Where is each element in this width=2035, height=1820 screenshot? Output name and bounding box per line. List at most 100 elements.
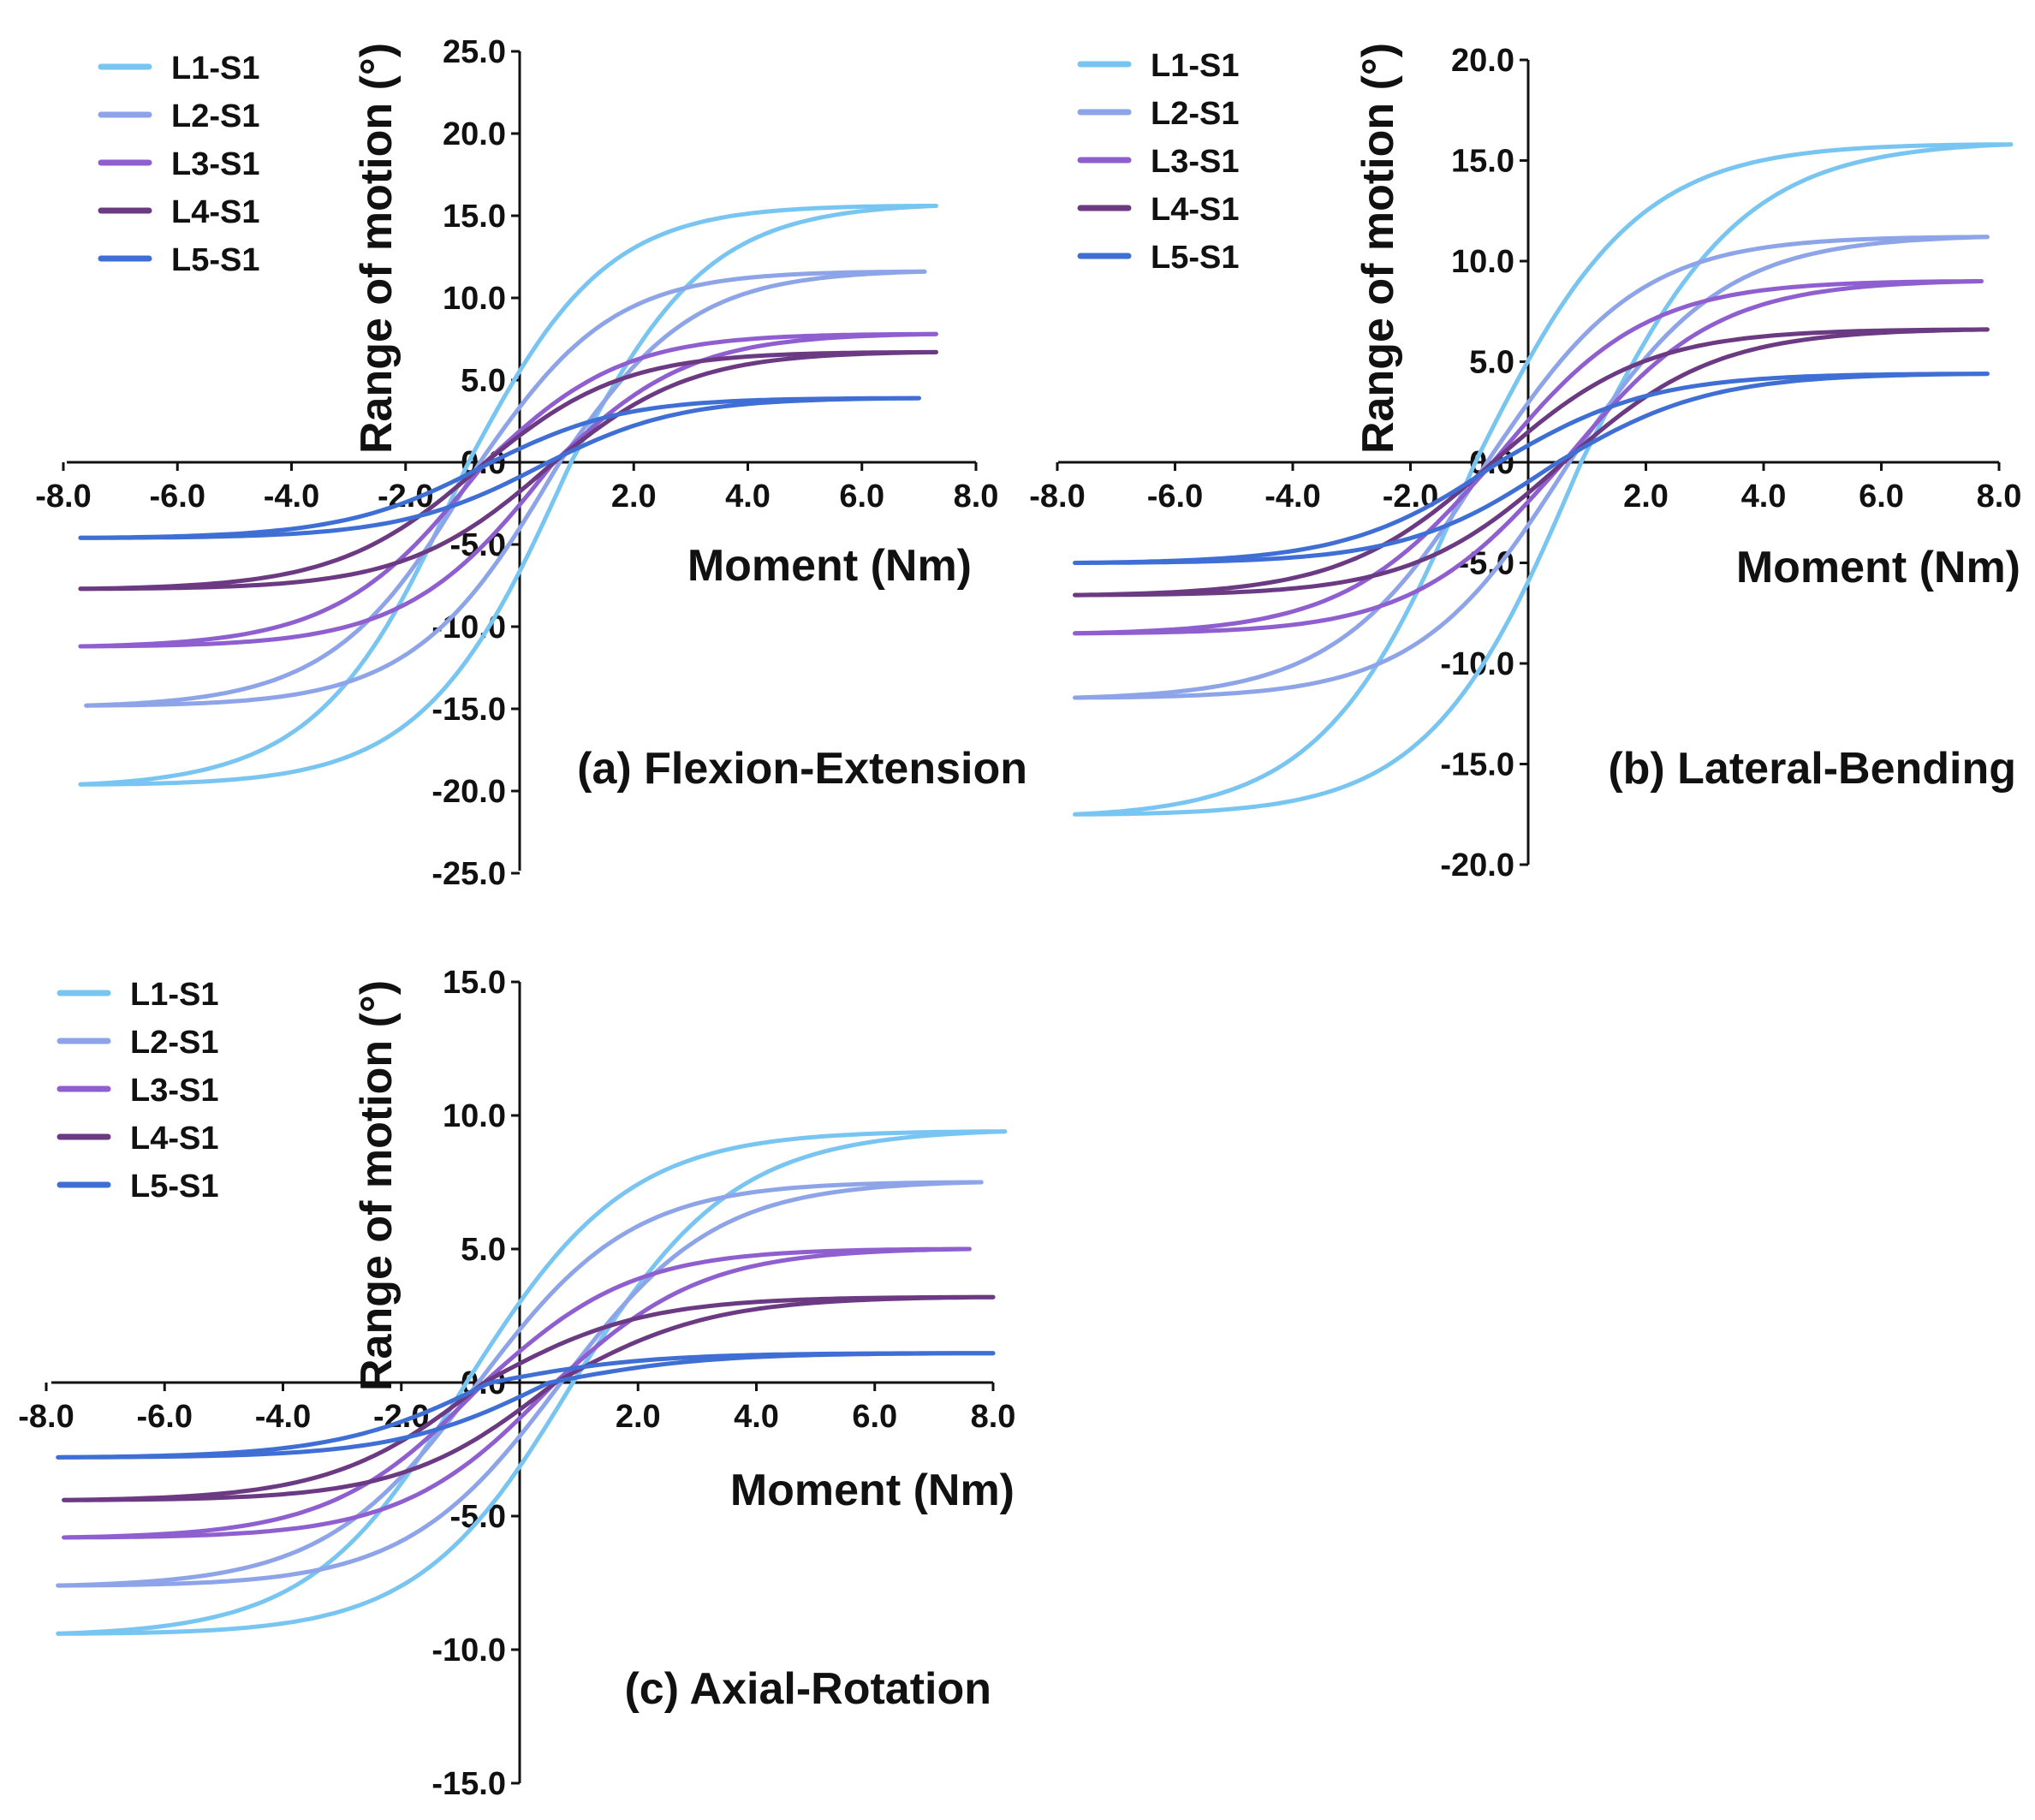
series-l3-s1 [62, 1246, 972, 1540]
x-tick-label: 2.0 [616, 1399, 661, 1435]
chart-title: (b) Lateral-Bending [1608, 744, 2016, 794]
x-tick-label: 2.0 [1623, 479, 1669, 514]
y-tick-label: -5.0 [1459, 546, 1514, 582]
l5-s1-unloading-curve [1073, 372, 1990, 565]
legend: L1-S1 L2-S1 L3-S1 L4-S1 L5-S1 [98, 51, 259, 278]
series-l2-s1 [56, 1180, 984, 1588]
x-tick-label: -8.0 [1029, 479, 1085, 514]
x-tick-label: -8.0 [18, 1399, 74, 1435]
x-tick-label: -6.0 [1147, 479, 1203, 514]
l2-s1-unloading-curve [56, 1180, 984, 1588]
y-tick-label: -10.0 [431, 1633, 506, 1668]
series-l2-s1 [1073, 235, 1990, 700]
x-tick-label: 4.0 [725, 479, 771, 514]
y-tick-label: 5.0 [461, 1232, 506, 1268]
x-tick-label: -4.0 [1264, 479, 1320, 514]
l4-s1-unloading-curve [62, 1294, 996, 1502]
y-tick-label: 15.0 [1451, 144, 1514, 180]
legend-label: L2-S1 [1151, 96, 1239, 132]
l1-s1-loading-curve [1073, 142, 2014, 817]
legend-label: L5-S1 [1151, 240, 1239, 276]
y-tick-label: 20.0 [1451, 43, 1514, 79]
chart-panel-1: -8.0 -6.0 -4.0 -2.0 2.0 4.0 6.0 8.025.020.015.0… [35, 34, 1027, 892]
l2-s1-loading-curve [56, 1180, 984, 1588]
x-tick-label: 6.0 [852, 1399, 897, 1435]
l5-s1-loading-curve [1073, 372, 1990, 565]
x-tick-label: 4.0 [734, 1399, 779, 1435]
legend-label: L2-S1 [130, 1025, 218, 1061]
legend-label: L3-S1 [1151, 144, 1239, 180]
l4-s1-loading-curve [1073, 327, 1990, 598]
y-tick-label: -5.0 [450, 1499, 506, 1535]
l3-s1-loading-curve [1073, 279, 1984, 636]
l1-s1-loading-curve [56, 1129, 1008, 1636]
l1-s1-loading-curve [78, 204, 938, 787]
l5-s1-unloading-curve [56, 1351, 996, 1460]
series-l5-s1 [1073, 372, 1990, 565]
y-tick-label: -15.0 [431, 1766, 506, 1802]
l1-s1-unloading-curve [78, 204, 938, 787]
y-axis-label: Range of motion (°) [352, 980, 402, 1391]
x-tick-label: -2.0 [1383, 479, 1438, 514]
y-axis-label: Range of motion (°) [1354, 43, 1403, 454]
y-tick-label: 10.0 [1451, 244, 1514, 280]
y-tick-label: 10.0 [443, 1098, 506, 1134]
y-tick-label: 20.0 [443, 116, 506, 152]
x-tick-label: 2.0 [611, 479, 657, 514]
l1-s1-unloading-curve [1073, 142, 2014, 817]
l3-s1-unloading-curve [62, 1246, 972, 1540]
x-tick-label: 6.0 [839, 479, 884, 514]
l3-s1-loading-curve [62, 1246, 972, 1540]
series-l3-s1 [1073, 279, 1984, 636]
x-tick-label: -6.0 [150, 479, 205, 514]
y-tick-label: 5.0 [1469, 345, 1514, 381]
l3-s1-loading-curve [78, 331, 938, 649]
legend-label: L5-S1 [171, 242, 259, 278]
l5-s1-unloading-curve [78, 396, 921, 540]
l4-s1-unloading-curve [78, 349, 938, 592]
x-tick-label: -8.0 [35, 479, 91, 514]
y-tick-label: -20.0 [431, 774, 506, 810]
y-tick-label: 5.0 [461, 363, 506, 399]
chart-title: (c) Axial-Rotation [624, 1664, 991, 1714]
series-l3-s1 [78, 331, 938, 649]
series-l1-s1 [78, 204, 938, 787]
l2-s1-unloading-curve [1073, 235, 1990, 700]
chart-panel-2: -8.0 -6.0 -4.0 -2.0 2.0 4.0 6.0 8.0 20.0 15.0 10.0… [1029, 43, 2021, 883]
legend-label: L1-S1 [171, 51, 259, 86]
legend-label: L4-S1 [1151, 192, 1239, 228]
series-l4-s1 [78, 349, 938, 592]
l3-s1-unloading-curve [1073, 279, 1984, 636]
x-tick-label: 6.0 [1859, 479, 1904, 514]
chart-title: (a) Flexion-Extension [577, 744, 1027, 794]
y-tick-label: 15.0 [443, 199, 506, 235]
series-l4-s1 [1073, 327, 1990, 598]
legend-label: L4-S1 [130, 1121, 218, 1157]
y-tick-label: -25.0 [431, 856, 506, 892]
legend-label: L1-S1 [130, 977, 218, 1013]
y-tick-label: 15.0 [443, 965, 506, 1001]
series-l2-s1 [84, 269, 927, 708]
l4-s1-unloading-curve [1073, 327, 1990, 598]
x-axis-label: Moment (Nm) [687, 541, 972, 591]
x-axis-label: Moment (Nm) [1736, 543, 2020, 592]
l2-s1-loading-curve [1073, 235, 1990, 700]
l3-s1-unloading-curve [78, 331, 938, 649]
x-tick-label: 8.0 [954, 479, 999, 514]
x-tick-label: -4.0 [255, 1399, 311, 1435]
l4-s1-loading-curve [62, 1294, 996, 1502]
x-tick-label: 4.0 [1741, 479, 1787, 514]
legend: L1-S1 L2-S1 L3-S1 L4-S1 L5-S1 [57, 977, 218, 1204]
series-l1-s1 [1073, 142, 2014, 817]
y-tick-label: -20.0 [1440, 848, 1514, 883]
x-tick-label: -4.0 [264, 479, 319, 514]
legend-label: L3-S1 [130, 1073, 218, 1109]
x-tick-label: 8.0 [971, 1399, 1016, 1435]
y-tick-label: -15.0 [431, 692, 506, 728]
x-tick-label: 8.0 [1977, 479, 2022, 514]
l2-s1-unloading-curve [84, 269, 927, 708]
legend-label: L5-S1 [130, 1169, 218, 1204]
l2-s1-loading-curve [84, 269, 927, 708]
x-axis-label: Moment (Nm) [730, 1466, 1015, 1515]
